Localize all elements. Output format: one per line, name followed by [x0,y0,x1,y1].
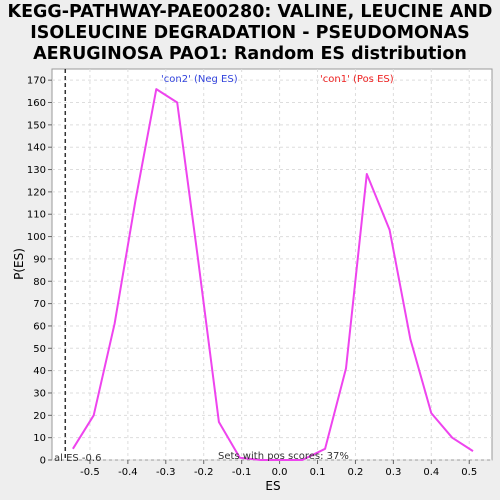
x-tick-label: 0.1 [310,467,326,478]
title-line-1: KEGG-PATHWAY-PAE00280: VALINE, LEUCINE A… [7,2,493,22]
y-tick-label: 110 [27,210,46,221]
y-tick-label: 50 [33,344,46,355]
x-tick-label: -0.5 [80,467,100,478]
y-tick-label: 70 [33,299,46,310]
x-tick-label: 0.4 [423,467,439,478]
y-tick-label: 100 [27,232,46,243]
y-tick-label: 90 [33,254,46,265]
y-tick-label: 0 [40,456,46,467]
chart-title: KEGG-PATHWAY-PAE00280: VALINE, LEUCINE A… [0,2,500,65]
x-tick-label: 0.2 [347,467,363,478]
x-tick-label: 0.3 [385,467,401,478]
y-tick-label: 40 [33,366,46,377]
y-tick-label: 170 [27,76,46,87]
y-tick-label: 130 [27,165,46,176]
x-tick-label: 0.5 [461,467,477,478]
y-tick-label: 140 [27,143,46,154]
x-tick-label: -0.4 [118,467,138,478]
y-tick-label: 10 [33,433,46,444]
neg-es-label: 'con2' (Neg ES) [161,74,238,85]
x-ticks: -0.5 -0.4 -0.3 -0.2 -0.1 0.0 0.1 0.2 0.3 0.4 0.5 [80,460,477,478]
y-tick-label: 120 [27,187,46,198]
pos-score-summary: Sets with pos scores: 37% [218,451,349,462]
title-line-3: AERUGINOSA PAO1: Random ES distribution [33,44,467,64]
x-axis-label: ES [265,479,280,493]
y-tick-label: 150 [27,120,46,131]
actual-es-label: al ES -0.6 [54,453,101,464]
y-ticks: 0 10 20 30 40 50 60 70 80 90 100 110 120 130 140 150 160… [27,76,52,467]
pos-es-label: 'con1' (Pos ES) [320,74,394,85]
y-tick-label: 60 [33,321,46,332]
y-tick-label: 30 [33,388,46,399]
x-tick-label: -0.2 [194,467,214,478]
x-tick-label: 0.0 [272,467,288,478]
title-line-2: ISOLEUCINE DEGRADATION - PSEUDOMONAS [30,23,470,43]
series-line [72,88,474,461]
y-tick-label: 80 [33,277,46,288]
y-axis-label: P(ES) [12,248,26,280]
x-tick-label: -0.1 [232,467,252,478]
y-tick-label: 20 [33,411,46,422]
x-tick-label: -0.3 [156,467,176,478]
y-tick-label: 160 [27,98,46,109]
plot-area [51,68,493,461]
